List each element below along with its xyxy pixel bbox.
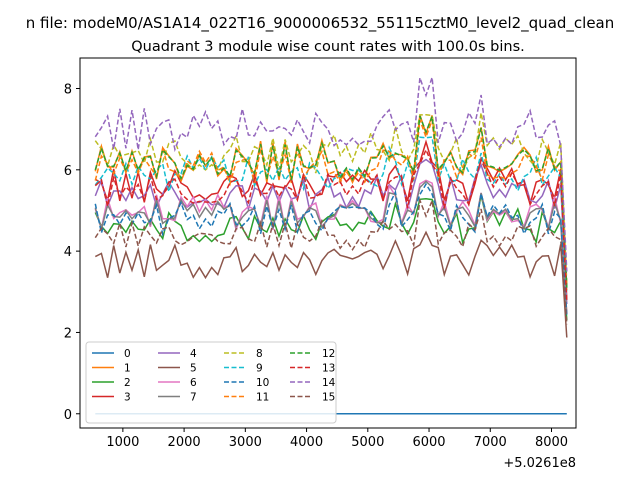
x-tick-label: 1000 (106, 435, 139, 450)
legend-label: 4 (190, 348, 197, 360)
series-line-4 (94, 158, 568, 305)
legend-label: 7 (190, 392, 197, 404)
legend-label: 5 (190, 363, 197, 375)
series-line-10 (94, 182, 568, 317)
series-layer (94, 77, 568, 415)
legend-label: 12 (322, 348, 335, 360)
legend-label: 3 (124, 392, 131, 404)
legend-label: 6 (190, 377, 197, 389)
y-tick-label: 6 (64, 164, 72, 179)
legend-label: 15 (322, 392, 335, 404)
chart-suptitle: n file: modeM0/AS1A14_022T16_9000006532_… (26, 14, 615, 33)
y-axis: 0 2 4 6 8 (64, 82, 80, 423)
y-tick-label: 2 (64, 326, 72, 341)
legend-label: 9 (256, 363, 263, 375)
x-tick-label: 4000 (290, 435, 323, 450)
series-line-14 (94, 77, 568, 272)
legend-label: 14 (322, 377, 336, 389)
series-line-13 (94, 147, 568, 303)
x-tick-label: 2000 (168, 435, 201, 450)
x-tick-label: 5000 (351, 435, 384, 450)
legend-label: 11 (256, 392, 269, 404)
x-offset-label: +5.0261e8 (503, 456, 576, 471)
series-line-12 (94, 115, 568, 288)
x-tick-label: 8000 (535, 435, 568, 450)
series-line-11 (94, 119, 568, 290)
x-tick-label: 7000 (474, 435, 507, 450)
x-tick-label: 6000 (412, 435, 445, 450)
y-tick-label: 8 (64, 82, 72, 97)
y-tick-label: 0 (64, 408, 72, 423)
legend-label: 2 (124, 377, 131, 389)
series-line-15 (94, 197, 568, 325)
plot-area (79, 57, 577, 429)
axes-frame (79, 57, 577, 429)
series-line-6 (94, 179, 568, 314)
series-line-5 (94, 230, 568, 338)
series-line-3 (94, 139, 568, 300)
legend-box (85, 341, 337, 424)
x-axis: 1000 2000 3000 4000 5000 6000 7000 8000 (106, 428, 568, 450)
legend-label: 8 (256, 348, 263, 360)
legend-label: 1 (124, 363, 131, 375)
series-line-7 (94, 180, 568, 315)
legend-label: 0 (124, 348, 131, 360)
series-line-9 (94, 136, 568, 294)
y-tick-label: 4 (64, 245, 72, 260)
x-tick-label: 3000 (229, 435, 262, 450)
legend-label: 10 (256, 377, 269, 389)
chart-title: Quadrant 3 module wise count rates with … (131, 39, 525, 55)
legend-label: 13 (322, 363, 335, 375)
